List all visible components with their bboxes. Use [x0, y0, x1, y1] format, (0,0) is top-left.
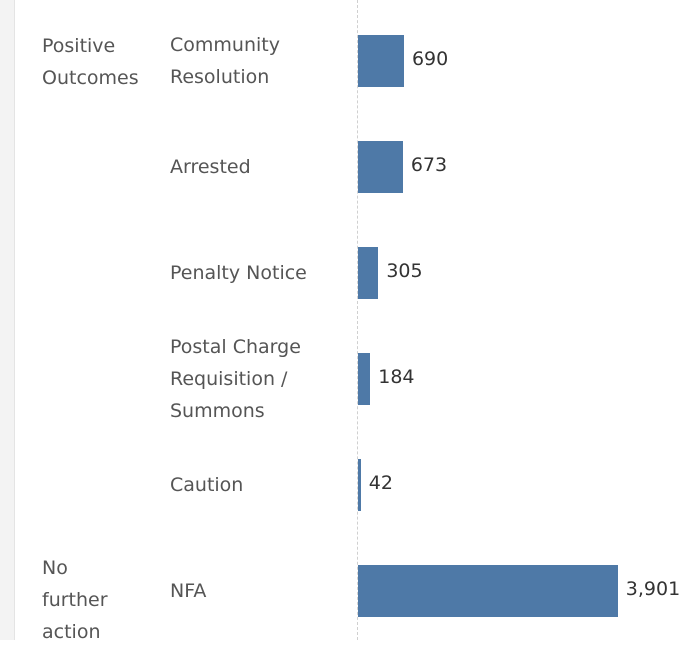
axis-zero-line	[357, 0, 358, 640]
group-label: No further action	[42, 557, 108, 643]
category-label: Arrested	[170, 156, 251, 178]
value-label: 42	[368, 472, 393, 494]
category-label: Penalty Notice	[170, 262, 307, 284]
value-label: 690	[411, 48, 449, 70]
bar	[358, 565, 618, 617]
bar	[358, 353, 371, 405]
value-label: 3,901	[625, 578, 681, 600]
category-label: Postal Charge Requisition / Summons	[170, 336, 301, 422]
group-label: Positive Outcomes	[42, 35, 139, 89]
bar	[358, 247, 379, 299]
value-label: 673	[410, 154, 448, 176]
bar	[358, 141, 403, 193]
category-label: Caution	[170, 474, 244, 496]
value-label: 184	[378, 366, 415, 388]
left-panel-edge	[0, 0, 15, 640]
bar	[358, 35, 404, 87]
bar	[358, 459, 361, 511]
category-label: Community Resolution	[170, 34, 280, 88]
category-label: NFA	[170, 580, 207, 602]
value-label: 305	[386, 260, 423, 282]
